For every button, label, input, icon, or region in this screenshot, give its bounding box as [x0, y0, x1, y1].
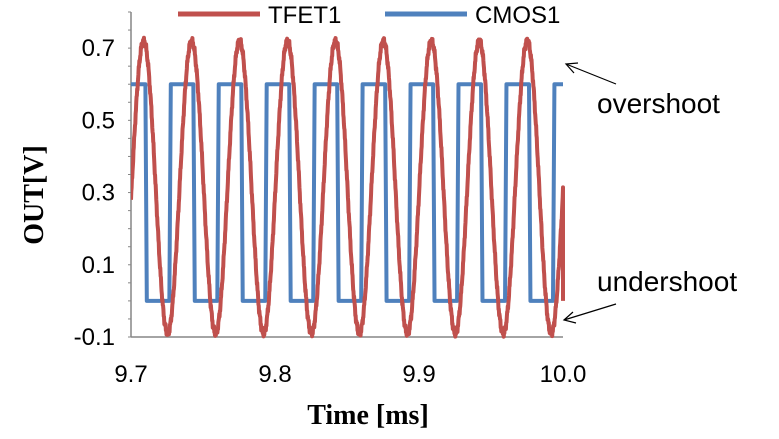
- legend-label-cmos1: CMOS1: [475, 2, 560, 29]
- annotation-overshoot-arrowhead: [564, 62, 579, 74]
- y-tick-label: -0.1: [74, 324, 115, 351]
- annotation-overshoot: overshoot: [564, 62, 720, 119]
- annotation-overshoot-label: overshoot: [597, 88, 720, 119]
- legend-label-tfet1: TFET1: [268, 2, 341, 29]
- x-tick-label: 9.8: [258, 361, 291, 388]
- x-tick-label: 9.7: [114, 361, 147, 388]
- annotation-undershoot: undershoot: [562, 266, 737, 324]
- y-tick-label: 0.3: [82, 180, 115, 207]
- x-tick-label: 9.9: [402, 361, 435, 388]
- y-axis-title: OUT[V]: [19, 145, 50, 245]
- annotation-undershoot-label: undershoot: [597, 266, 737, 297]
- annotation-undershoot-arrowhead: [562, 311, 577, 324]
- annotation-overshoot-arrow: [565, 63, 617, 85]
- x-axis-title: Time [ms]: [307, 400, 429, 431]
- x-tick-label: 10.0: [540, 361, 587, 388]
- annotation-undershoot-arrow: [563, 303, 617, 321]
- y-tick-labels: -0.1 0.1 0.3 0.5 0.7: [74, 35, 115, 351]
- legend: TFET1 CMOS1: [178, 2, 560, 29]
- x-tick-labels: 9.7 9.8 9.9 10.0: [114, 361, 586, 388]
- series-line-tfet1: [131, 35, 565, 339]
- y-tick-label: 0.1: [82, 252, 115, 279]
- series-line-cmos1: [131, 82, 563, 303]
- y-minor-ticks: [128, 11, 131, 338]
- y-tick-label: 0.5: [82, 107, 115, 134]
- y-tick-label: 0.7: [82, 35, 115, 62]
